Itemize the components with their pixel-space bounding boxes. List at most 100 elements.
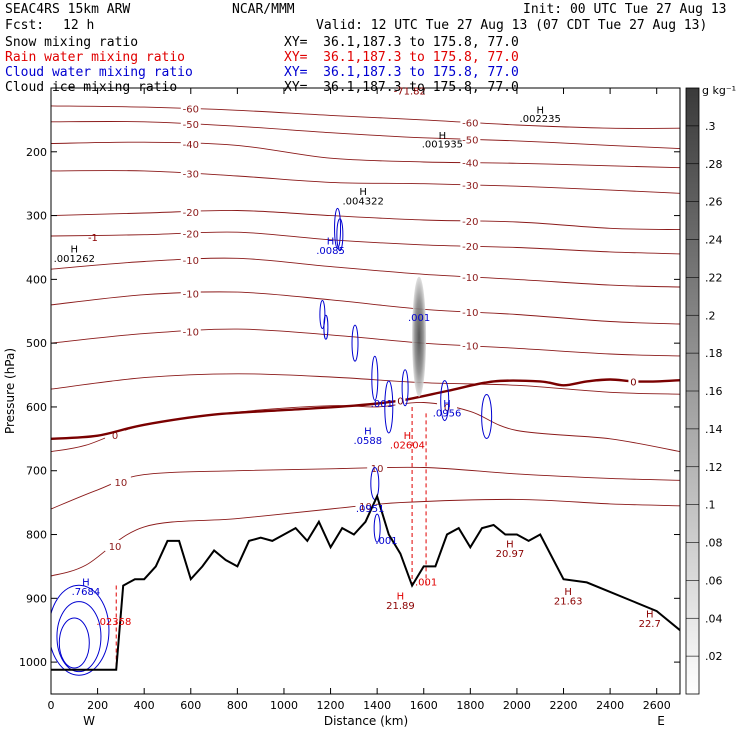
field-annotation: .02358	[96, 617, 131, 628]
temperature-contour	[51, 210, 680, 231]
y-tick-label: 400	[26, 273, 47, 286]
temperature-contour	[51, 121, 680, 150]
plot-frame	[50, 87, 681, 695]
field-annotation: H	[71, 245, 79, 256]
x-tick-label: 1200	[317, 699, 345, 712]
colorbar-tick-label: .14	[705, 423, 723, 436]
field-annotation: H	[364, 426, 372, 437]
contour-label: -20	[183, 208, 199, 219]
cloud-water-contour	[401, 369, 409, 407]
cloud-water-contour	[373, 513, 381, 543]
y-tick-label: 300	[26, 210, 47, 223]
contour-label-bg	[460, 178, 481, 190]
colorbar-tick-label: .18	[705, 347, 723, 360]
field-annotation: .7684	[72, 587, 101, 598]
cloud-water-contour	[440, 380, 450, 422]
field-annotation: H	[536, 106, 544, 117]
forecast-label: Fcst:	[5, 18, 45, 33]
contour-label: 0	[444, 403, 450, 414]
field-annotation: .0085	[316, 246, 345, 257]
freezing-level-label: 0	[630, 377, 636, 388]
contour-label-bg	[460, 270, 481, 282]
contour-label: -10	[183, 256, 199, 267]
y-tick-label: 900	[26, 592, 47, 605]
y-tick-label: 500	[26, 337, 47, 350]
freezing-label-bg	[395, 394, 406, 406]
temperature-contour	[51, 373, 680, 395]
contour-label-bg	[110, 476, 131, 488]
x-tick-label: 1800	[456, 699, 484, 712]
freezing-level-label: 0	[397, 397, 403, 408]
x-tick-label: 2600	[643, 699, 671, 712]
cloud-water-contour	[323, 314, 329, 340]
cloud-water-contour	[351, 324, 359, 362]
colorbar-tick-label: .1	[705, 499, 716, 512]
contour-label: -10	[462, 342, 478, 353]
contour-label-bg	[437, 400, 458, 412]
contour-label-bg	[460, 305, 481, 317]
colorbar-tick-label: .16	[705, 385, 723, 398]
contour-label-bg	[180, 205, 201, 217]
contour-label-bg	[355, 499, 376, 511]
freezing-label-bg	[628, 375, 639, 387]
y-tick-label: 200	[26, 146, 47, 159]
contour-label: -10	[462, 273, 478, 284]
temperature-contour	[51, 231, 680, 255]
x-tick-label: 2400	[596, 699, 624, 712]
temperature-contour	[51, 141, 680, 169]
x-tick-label: 800	[227, 699, 248, 712]
contour-label-bg	[180, 102, 201, 114]
east-endpoint-label: E	[657, 714, 665, 728]
field-xy-rain: XY= 36.1,187.3 to 175.8, 77.0	[284, 50, 519, 65]
cloud-water-contour	[58, 617, 90, 669]
contour-label-bg	[180, 118, 201, 130]
contour-label-bg	[460, 116, 481, 128]
field-annotation: .001262	[54, 254, 95, 265]
x-tick-label: 2000	[503, 699, 531, 712]
x-tick-label: 1400	[363, 699, 391, 712]
field-annotation: .004322	[342, 197, 383, 208]
x-tick-label: 200	[87, 699, 108, 712]
x-tick-label: 400	[134, 699, 155, 712]
field-annotation: -1	[88, 233, 98, 244]
temperature-contour	[51, 291, 680, 325]
contour-label-bg	[180, 287, 201, 299]
field-annotation: -71.82	[394, 86, 426, 97]
contour-label: 10	[359, 502, 372, 513]
field-annotation: .02604	[390, 440, 425, 451]
colorbar: .3 .28 .26 .24 .22 .2 .18 .16 .14 .12 .1 .08 .06 .04.…	[685, 87, 723, 695]
field-annotation: 22.7	[639, 619, 661, 630]
x-tick-label: 0	[48, 699, 55, 712]
contour-label: -60	[183, 105, 199, 116]
contour-label: -50	[183, 120, 199, 131]
field-annotation: .001	[408, 313, 430, 324]
temperature-contour	[51, 257, 680, 288]
cloud-water-contour	[334, 207, 342, 249]
field-label-rain: Rain water mixing ratio	[5, 50, 186, 65]
contour-label: -10	[183, 327, 199, 338]
cloud-water-contour	[336, 218, 344, 252]
valid-time: Valid: 12 UTC Tue 27 Aug 13 (07 CDT Tue …	[316, 18, 708, 33]
x-axis-label: Distance (km)	[324, 714, 408, 728]
field-annotation: .001	[375, 536, 397, 547]
field-annotation: H	[443, 399, 451, 410]
west-endpoint-label: W	[83, 714, 95, 728]
contour-label-bg	[460, 215, 481, 227]
field-annotation: H	[397, 592, 405, 603]
field-xy-snow: XY= 36.1,187.3 to 175.8, 77.0	[284, 35, 519, 50]
field-annotation: 20.97	[496, 549, 525, 560]
contour-label-bg	[367, 462, 388, 474]
field-annotation: 21.89	[386, 601, 415, 612]
contour-label-bg	[460, 339, 481, 351]
colorbar-tick-label: .28	[705, 158, 723, 171]
freezing-level-line	[51, 378, 680, 440]
contour-label: -30	[183, 169, 199, 180]
colorbar-tick-label: .04	[705, 612, 723, 625]
y-tick-label: 600	[26, 401, 47, 414]
field-annotation: .0588	[354, 436, 383, 447]
cloud-water-contour	[51, 584, 110, 676]
x-tick-label: 1600	[410, 699, 438, 712]
colorbar-tick-label: .12	[705, 461, 723, 474]
contour-label: -40	[462, 159, 478, 170]
